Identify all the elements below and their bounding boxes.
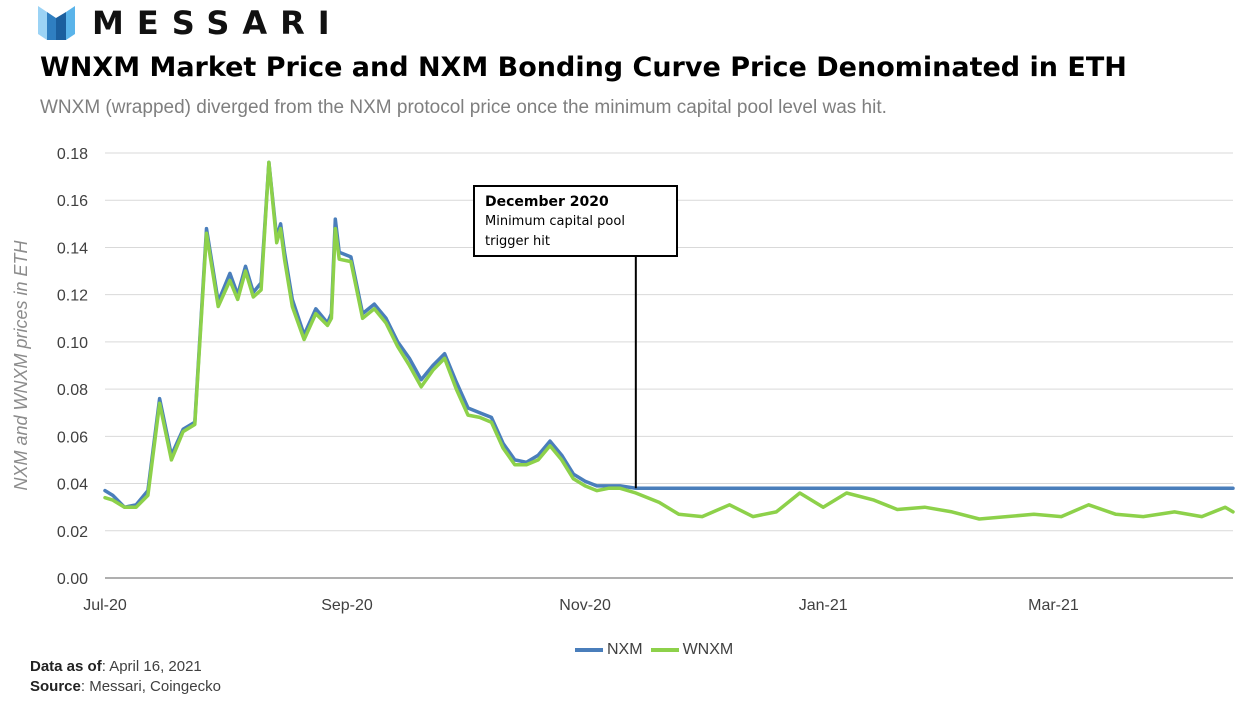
legend-swatch-wnxm — [650, 648, 679, 652]
legend-item-wnxm: WNXM — [650, 641, 734, 659]
y-tick-label: 0.14 — [57, 240, 88, 257]
line-chart: 0.00 0.02 0.04 0.06 0.08 0.10 0.12 0.14 0.16 0.18… — [11, 146, 1235, 614]
data-as-of: Data as of: April 16, 2021 — [30, 657, 221, 677]
legend-label-nxm: NXM — [607, 641, 643, 658]
x-tick-label: Mar-21 — [1028, 597, 1079, 614]
brand-name: MESSARI — [92, 4, 343, 42]
x-tick-label: Jan-21 — [799, 597, 848, 614]
y-tick-label: 0.06 — [57, 429, 88, 446]
annotation-title: December 2020 — [485, 194, 609, 210]
series-line-nxm — [103, 160, 1235, 509]
y-axis-label: NXM and WNXM prices in ETH — [11, 239, 31, 490]
y-tick-label: 0.08 — [57, 382, 88, 399]
axes: 0.00 0.02 0.04 0.06 0.08 0.10 0.12 0.14 0.16 0.18… — [57, 146, 1233, 614]
data-as-of-label: Data as of — [30, 658, 102, 675]
source-value: : Messari, Coingecko — [80, 678, 221, 695]
chart-legend: NXM WNXM — [575, 641, 741, 659]
source-label: Source — [30, 678, 81, 695]
series-lines — [103, 160, 1235, 521]
data-as-of-value: : April 16, 2021 — [101, 658, 202, 675]
y-tick-label: 0.00 — [57, 571, 88, 588]
y-tick-label: 0.12 — [57, 288, 88, 305]
y-tick-label: 0.18 — [57, 146, 88, 163]
y-tick-label: 0.02 — [57, 524, 88, 541]
chart-subtitle: WNXM (wrapped) diverged from the NXM pro… — [40, 97, 887, 118]
annotation-box: December 2020 Minimum capital pool trigg… — [473, 185, 678, 257]
footer: Data as of: April 16, 2021 Source: Messa… — [30, 657, 221, 697]
annotation-text: Minimum capital pool trigger hit — [485, 214, 625, 249]
x-tick-label: Jul-20 — [83, 597, 127, 614]
x-tick-label: Nov-20 — [559, 597, 611, 614]
y-tick-label: 0.04 — [57, 477, 88, 494]
legend-swatch-nxm — [575, 648, 603, 652]
chart-title: WNXM Market Price and NXM Bonding Curve … — [40, 52, 1127, 83]
x-tick-label: Sep-20 — [321, 597, 373, 614]
legend-item-nxm: NXM — [575, 641, 643, 659]
messari-logo-icon — [38, 6, 75, 40]
source: Source: Messari, Coingecko — [30, 677, 221, 697]
y-tick-label: 0.16 — [57, 193, 88, 210]
series-line-wnxm — [103, 160, 1235, 521]
y-tick-label: 0.10 — [57, 335, 88, 352]
brand-header: MESSARI — [38, 4, 343, 42]
legend-label-wnxm: WNXM — [682, 641, 734, 658]
